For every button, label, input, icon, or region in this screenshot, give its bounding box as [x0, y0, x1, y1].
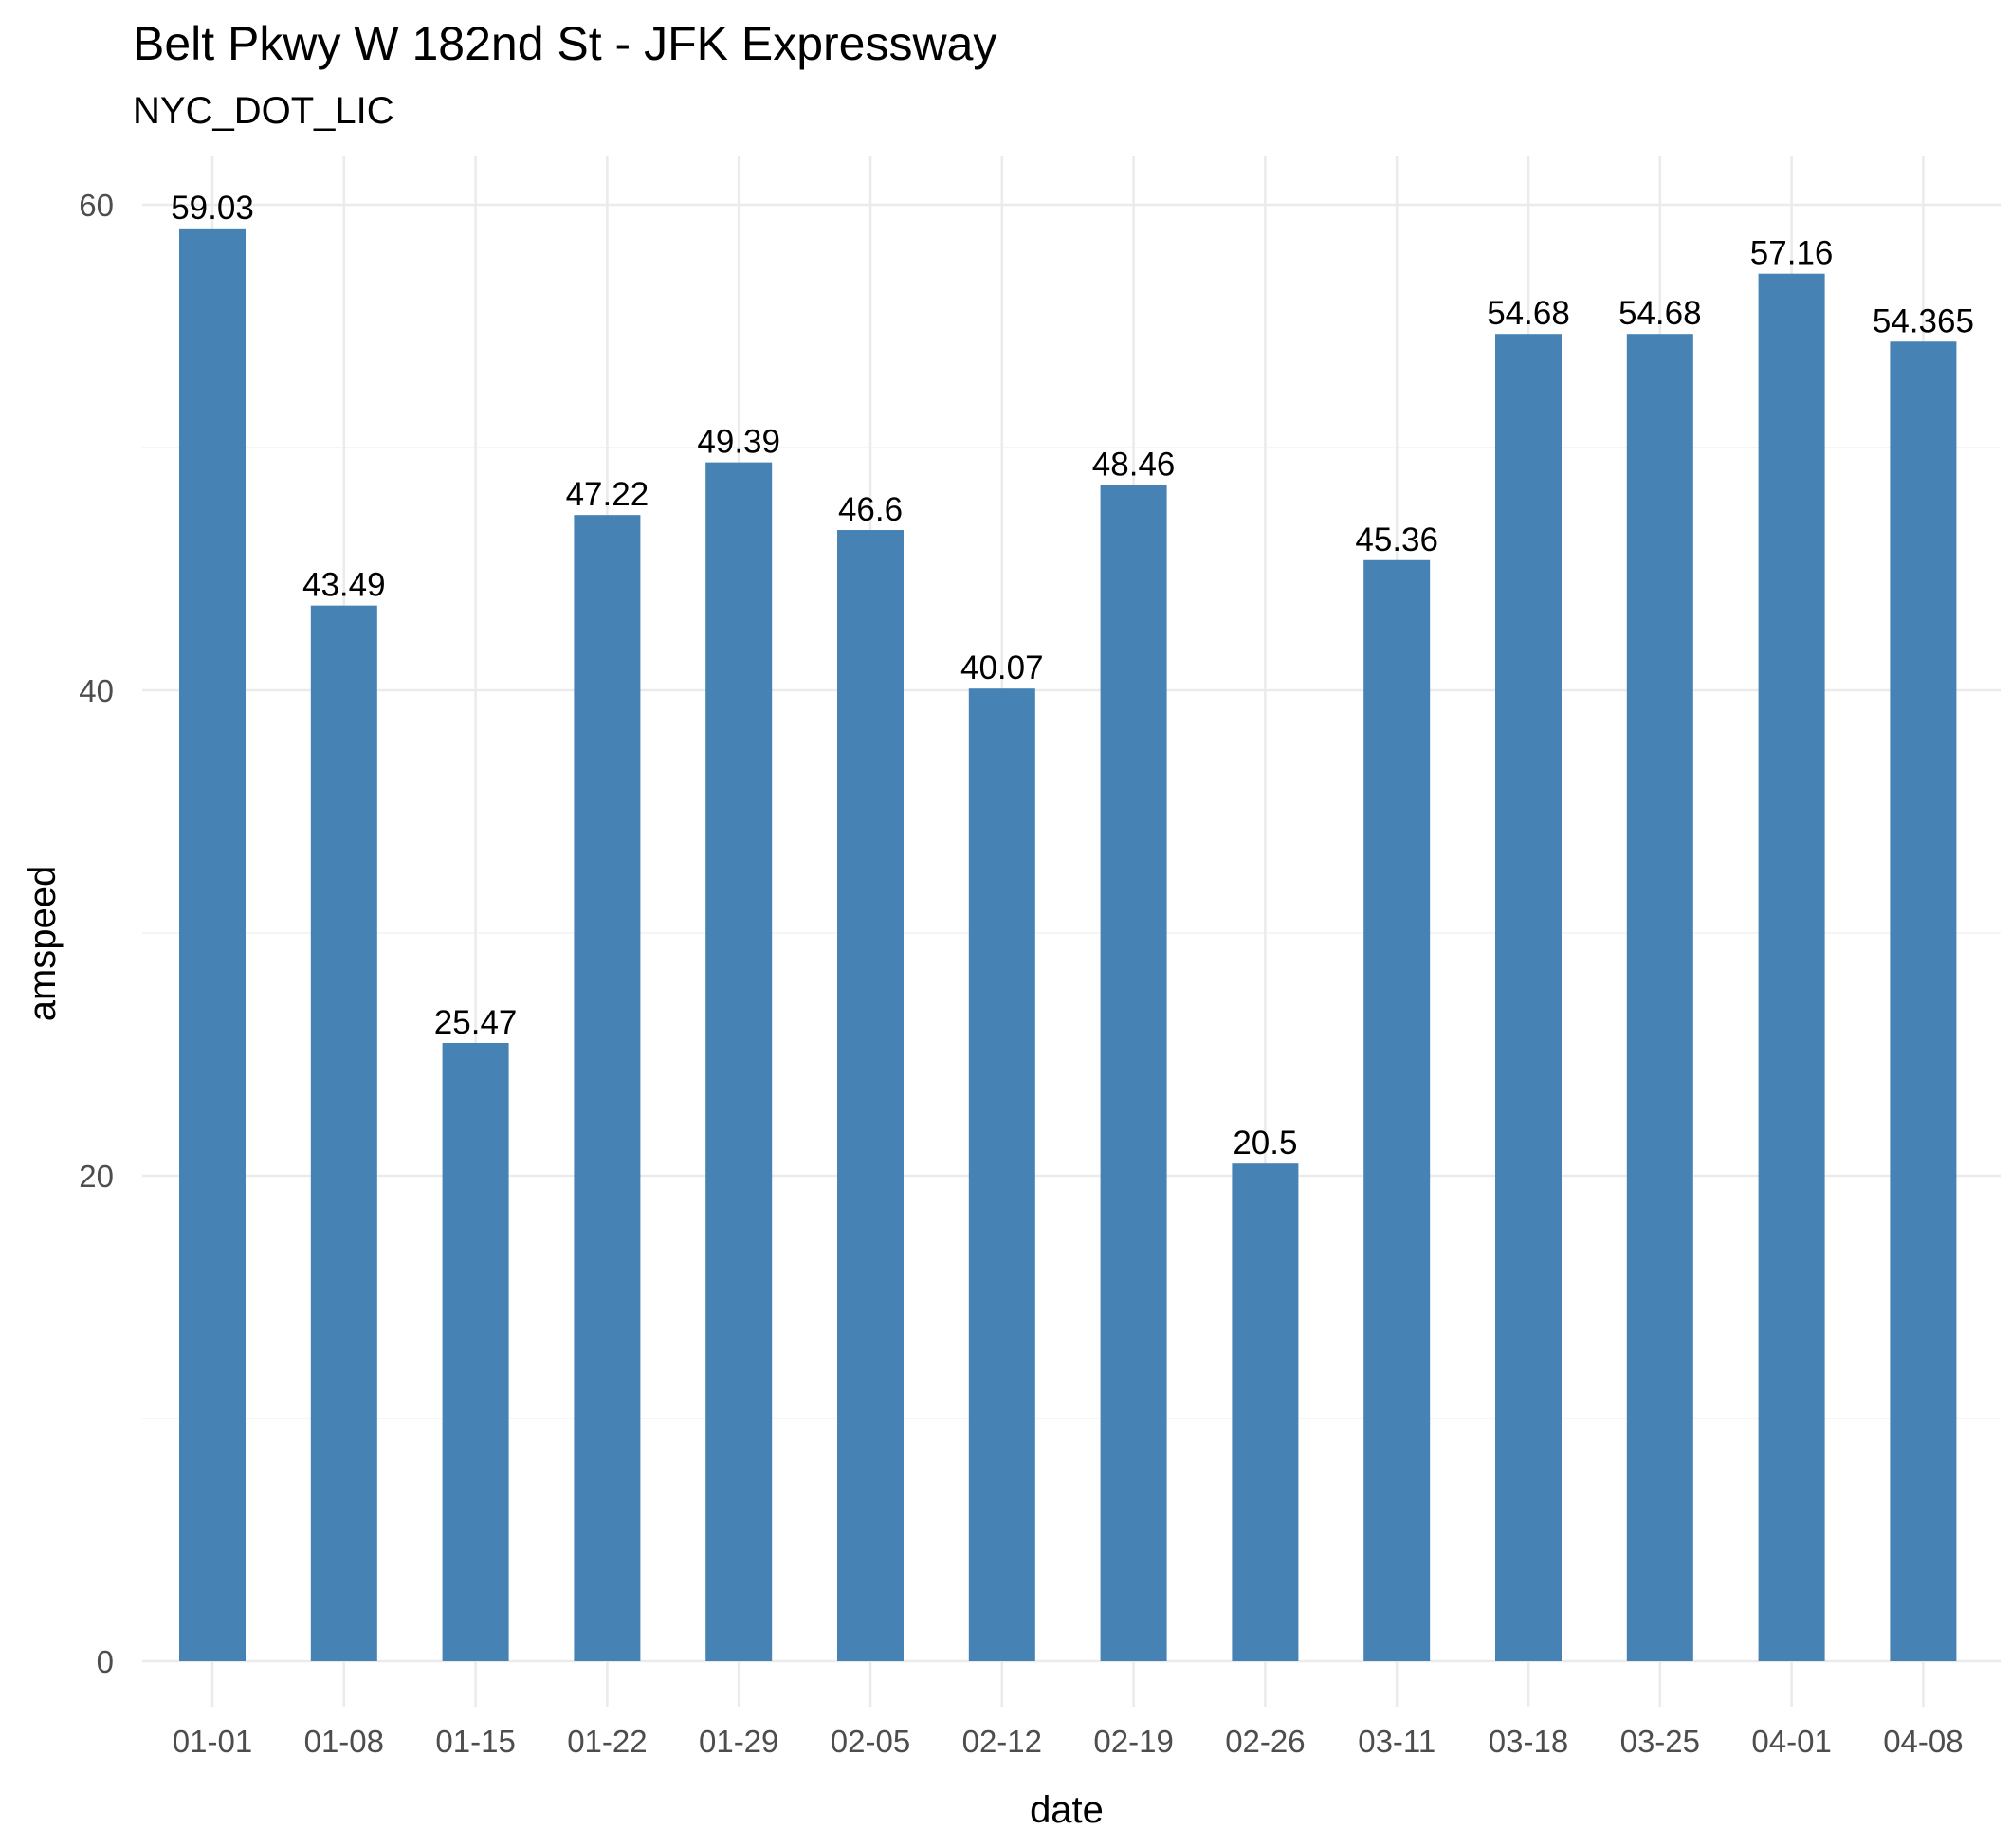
y-axis-title: amspeed — [22, 866, 64, 1022]
x-tick-label-01-29: 01-29 — [699, 1724, 778, 1759]
x-axis-tick-labels: 01-01 01-08 01-15 01-22 01-29 02-05 02-12 02-19… — [173, 1724, 1964, 1759]
x-tick-label-02-26: 02-26 — [1225, 1724, 1305, 1759]
bar-02-19 — [1100, 485, 1167, 1661]
data-label-02-05: 46.6 — [838, 491, 903, 528]
bar-04-01 — [1758, 273, 1825, 1662]
bar-03-18 — [1495, 334, 1562, 1661]
data-label-01-29: 49.39 — [697, 424, 780, 461]
y-tick-label-1: 20 — [79, 1159, 114, 1194]
data-labels: 59.03 43.49 25.47 47.22 49.39 46.6 40.07 48.46 2… — [171, 190, 1974, 1162]
x-tick-label-04-01: 04-01 — [1751, 1724, 1831, 1759]
x-tick-label-03-11: 03-11 — [1358, 1724, 1435, 1759]
x-tick-label-01-15: 01-15 — [435, 1724, 515, 1759]
y-axis-tick-labels: 0 20 40 60 — [79, 188, 114, 1679]
y-tick-label-2: 40 — [79, 673, 114, 708]
y-tick-label-0: 0 — [97, 1644, 114, 1679]
bar-03-11 — [1363, 559, 1431, 1662]
data-label-01-08: 43.49 — [302, 567, 386, 604]
data-label-01-22: 47.22 — [566, 476, 649, 513]
data-label-03-11: 45.36 — [1355, 521, 1438, 558]
bar-02-26 — [1232, 1163, 1299, 1661]
chart-title: Belt Pkwy W 182nd St - JFK Expressway — [133, 17, 996, 70]
bar-02-12 — [968, 688, 1035, 1661]
x-tick-label-01-08: 01-08 — [304, 1724, 384, 1759]
bar-03-25 — [1626, 334, 1693, 1661]
data-label-02-19: 48.46 — [1092, 446, 1176, 483]
bar-01-01 — [179, 228, 246, 1661]
data-label-02-26: 20.5 — [1233, 1125, 1297, 1162]
bar-01-29 — [705, 462, 773, 1662]
bars — [179, 228, 1957, 1662]
x-tick-label-01-01: 01-01 — [173, 1724, 252, 1759]
data-label-03-25: 54.68 — [1618, 295, 1702, 332]
x-tick-label-03-25: 03-25 — [1620, 1724, 1700, 1759]
data-label-04-01: 57.16 — [1750, 235, 1834, 272]
bar-01-08 — [310, 605, 377, 1661]
x-tick-label-02-19: 02-19 — [1093, 1724, 1173, 1759]
x-axis-title: date — [1030, 1789, 1104, 1831]
data-label-03-18: 54.68 — [1487, 295, 1570, 332]
x-tick-label-02-05: 02-05 — [831, 1724, 910, 1759]
chart-subtitle: NYC_DOT_LIC — [133, 90, 394, 132]
bar-01-22 — [574, 515, 641, 1662]
data-label-01-01: 59.03 — [171, 190, 254, 227]
data-label-01-15: 25.47 — [434, 1004, 518, 1041]
data-label-04-08: 54.365 — [1873, 302, 1974, 339]
y-tick-label-3: 60 — [79, 188, 114, 223]
data-label-02-12: 40.07 — [960, 650, 1044, 686]
x-tick-label-03-18: 03-18 — [1489, 1724, 1568, 1759]
bar-02-05 — [837, 530, 904, 1661]
x-tick-label-02-12: 02-12 — [962, 1724, 1042, 1759]
x-tick-label-01-22: 01-22 — [567, 1724, 647, 1759]
x-tick-label-04-08: 04-08 — [1883, 1724, 1963, 1759]
bar-01-15 — [442, 1042, 509, 1661]
bar-04-08 — [1890, 341, 1957, 1662]
grid-lines — [142, 156, 2001, 1707]
